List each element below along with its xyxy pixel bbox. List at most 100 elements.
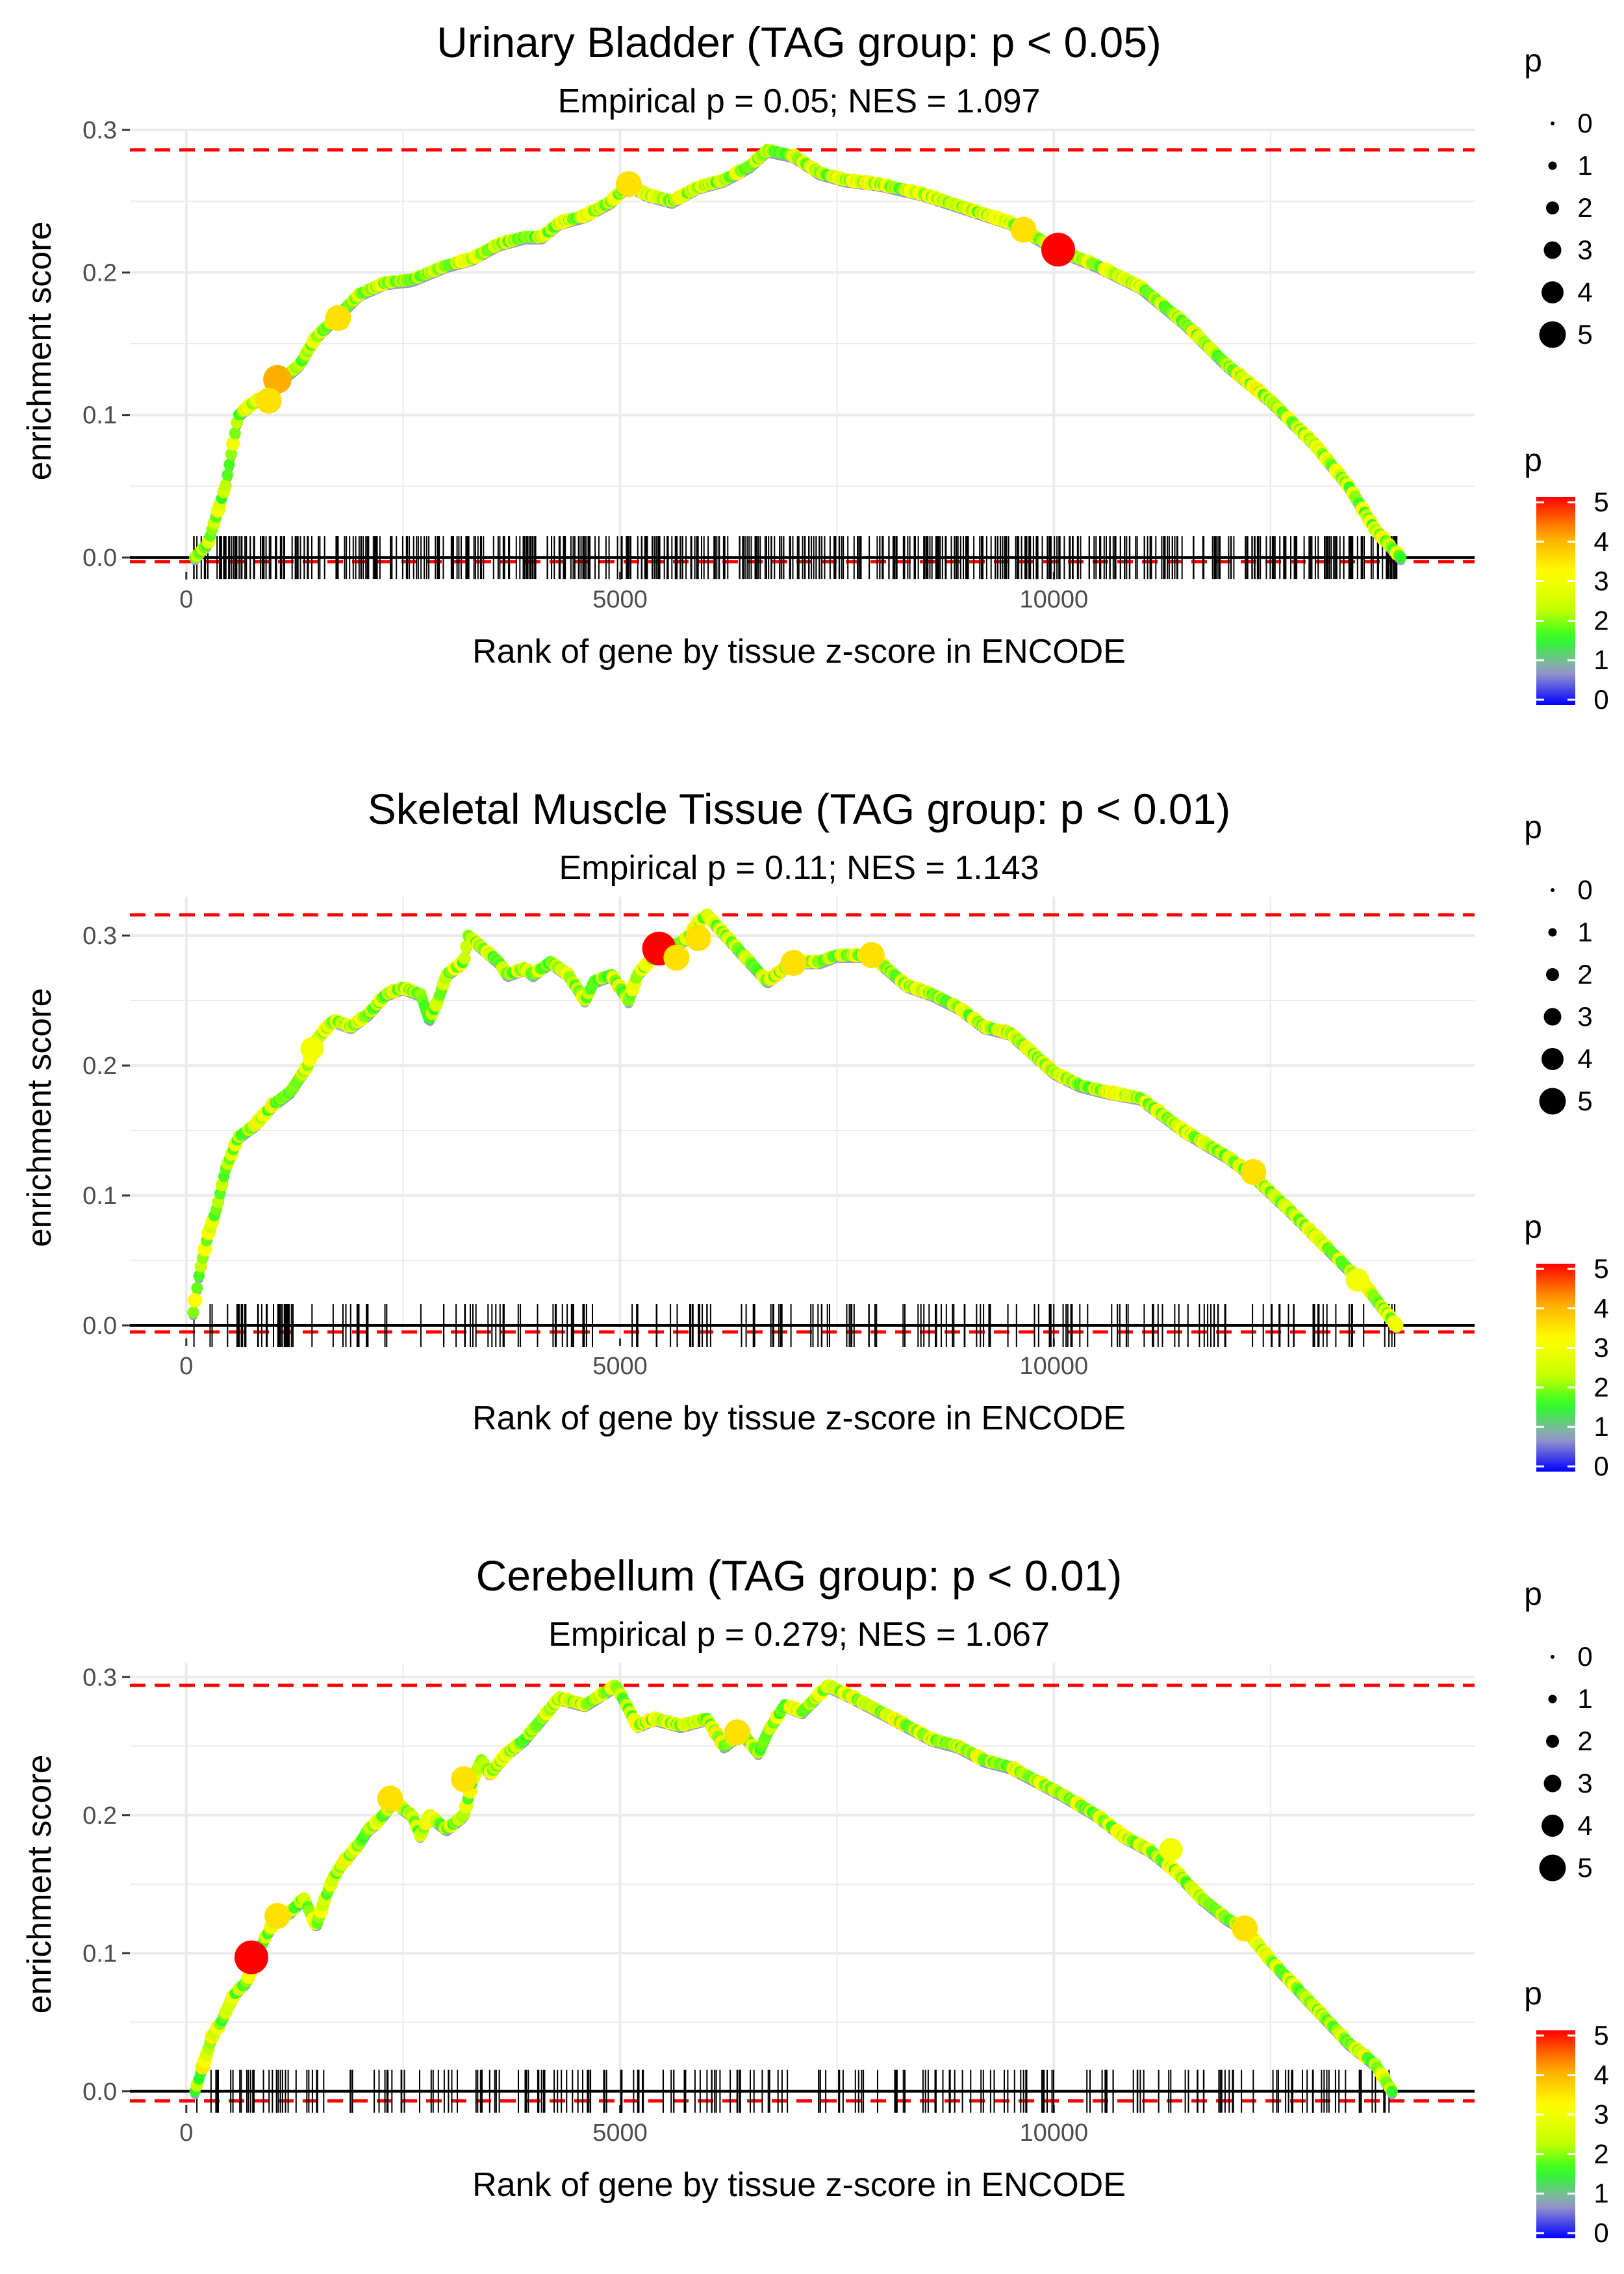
chart-title: Cerebellum (TAG group: p < 0.01) [476, 1552, 1123, 1600]
chart-subtitle: Empirical p = 0.279; NES = 1.067 [548, 1616, 1050, 1654]
size-legend-label: 5 [1577, 319, 1592, 350]
size-legend-label: 1 [1577, 150, 1592, 181]
color-legend-title: p [1524, 442, 1542, 478]
highlight-point [663, 945, 690, 971]
y-axis-label: enrichment score [21, 988, 58, 1247]
chart-title: Skeletal Muscle Tissue (TAG group: p < 0… [368, 785, 1231, 833]
size-legend-label: 0 [1577, 108, 1592, 138]
curve-points [189, 144, 1407, 566]
x-tick-label: 0 [179, 1353, 193, 1380]
curve-point [223, 459, 235, 470]
y-tick-label: 0.1 [82, 402, 117, 429]
size-legend-dot [1543, 241, 1562, 259]
x-tick-label: 0 [179, 586, 193, 613]
highlight-point [1041, 233, 1075, 267]
highlight-point [377, 1785, 403, 1812]
x-axis-label: Rank of gene by tissue z-score in ENCODE [472, 633, 1126, 671]
highlight-point [263, 364, 292, 394]
curve-point [193, 1270, 205, 1282]
x-tick-label: 5000 [592, 2119, 648, 2147]
color-legend-label: 1 [1593, 645, 1608, 675]
curve-point [219, 479, 232, 492]
size-legend-dot [1548, 161, 1557, 170]
gridlines [130, 129, 1475, 572]
y-tick-label: 0.1 [82, 1940, 117, 1967]
panel-1: Urinary Bladder (TAG group: p < 0.05) Emp… [21, 18, 1609, 715]
size-legend-label: 4 [1577, 1043, 1592, 1074]
curve-point [226, 436, 240, 451]
size-legend-label: 3 [1577, 1001, 1592, 1032]
size-legend-dot [1539, 321, 1566, 348]
x-tick-label: 10000 [1019, 586, 1088, 613]
color-legend-label: 3 [1593, 1333, 1608, 1363]
chart-title: Urinary Bladder (TAG group: p < 0.05) [437, 18, 1161, 66]
curve-point [188, 1292, 203, 1308]
size-legend-dot [1546, 201, 1559, 214]
curve-point [458, 952, 471, 965]
color-legend-label: 0 [1593, 684, 1608, 715]
highlight-point [724, 1719, 750, 1746]
y-tick-label: 0.0 [82, 1312, 117, 1340]
color-legend-label: 0 [1593, 1451, 1608, 1481]
size-legend-dot [1543, 1008, 1562, 1026]
color-legend-label: 2 [1593, 1372, 1608, 1402]
curve-points [189, 1679, 1398, 2099]
size-legend-title: p [1524, 42, 1542, 79]
x-tick-label: 5000 [592, 586, 648, 613]
y-tick-label: 0.2 [82, 259, 117, 287]
size-legend-label: 4 [1577, 277, 1592, 307]
highlight-point [780, 950, 807, 976]
legend-color: p 0 1 2 3 4 5 [1524, 1208, 1609, 1481]
highlight-point [255, 387, 282, 414]
size-legend-dot [1548, 928, 1557, 937]
legend-color: p 0 1 2 3 4 5 [1524, 442, 1609, 715]
x-tick-label: 10000 [1019, 2119, 1088, 2147]
color-legend-label: 1 [1593, 1411, 1608, 1442]
curve-point [187, 1306, 199, 1319]
highlight-point [1010, 216, 1037, 243]
curve-point [1389, 1318, 1404, 1333]
curve-point [222, 469, 233, 481]
color-legend-label: 2 [1593, 605, 1608, 635]
highlight-point [300, 1037, 324, 1060]
size-legend-dot [1542, 281, 1564, 303]
size-legend-dot [1539, 1088, 1566, 1115]
highlight-point [858, 942, 885, 968]
y-tick-label: 0.0 [82, 544, 117, 572]
legend-size: p 0 1 2 3 4 5 [1524, 42, 1593, 350]
size-legend-dot [1551, 888, 1554, 892]
color-legend-label: 3 [1593, 566, 1608, 596]
x-tick-label: 10000 [1019, 1353, 1088, 1380]
size-legend-dot [1542, 1048, 1564, 1070]
size-legend-label: 2 [1577, 192, 1592, 223]
size-legend-dot [1546, 968, 1559, 981]
highlight-point [685, 925, 711, 951]
y-tick-label: 0.2 [82, 1802, 117, 1830]
color-legend-label: 4 [1593, 526, 1608, 557]
y-tick-label: 0.3 [82, 117, 117, 144]
curve-point [225, 448, 238, 461]
highlight-point [264, 1902, 291, 1929]
chart-subtitle: Empirical p = 0.05; NES = 1.097 [558, 83, 1041, 120]
enrichment-curve-line [192, 913, 1398, 1327]
size-legend-label: 2 [1577, 959, 1592, 990]
curve-point [1395, 552, 1407, 563]
highlight-point [1345, 1268, 1369, 1292]
y-axis-label: enrichment score [21, 1755, 58, 2014]
curve-point [229, 427, 241, 439]
highlight-point [615, 171, 642, 198]
y-tick-label: 0.3 [82, 923, 117, 950]
highlight-point [234, 1940, 268, 1974]
chart-subtitle: Empirical p = 0.11; NES = 1.143 [559, 849, 1039, 887]
color-legend-label: 5 [1593, 1253, 1608, 1284]
size-legend-label: 3 [1577, 235, 1592, 265]
y-tick-label: 0.1 [82, 1182, 117, 1210]
color-legend-title: p [1524, 1208, 1542, 1245]
colorbar [1536, 1264, 1575, 1472]
highlight-point [451, 1766, 477, 1793]
size-legend-dot [1551, 121, 1554, 125]
highlight-point [1159, 1837, 1183, 1861]
